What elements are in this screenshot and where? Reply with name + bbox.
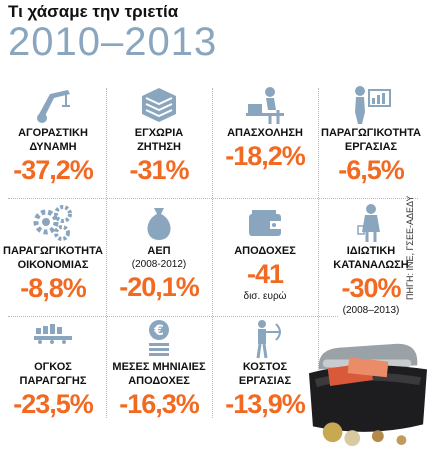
infographic-years: 2010–2013 bbox=[8, 20, 218, 64]
stat-labor-cost: ΚΟΣΤΟΣ ΕΡΓΑΣΙΑΣ -13,9% bbox=[212, 318, 318, 420]
infographic-title: Τι χάσαμε την τριετία bbox=[8, 2, 179, 21]
stat-value: -41 bbox=[246, 259, 284, 289]
stat-value: -6,5% bbox=[338, 155, 405, 185]
archer-icon bbox=[256, 320, 281, 359]
stat-gdp: ΑΕΠ (2008-2012) -20,1% bbox=[106, 202, 212, 303]
stat-note: (2008-2012) bbox=[131, 259, 187, 270]
worker-at-desk-icon bbox=[246, 87, 284, 124]
stat-value: -23,5% bbox=[13, 389, 94, 419]
presenter-chart-icon bbox=[355, 86, 391, 124]
purse-illustration bbox=[309, 343, 427, 447]
stat-note: (2008–2013) bbox=[342, 305, 400, 316]
greek-flag-cube-icon bbox=[142, 88, 176, 122]
svg-text:€: € bbox=[153, 323, 164, 339]
stat-unit: δισ. ευρώ bbox=[243, 291, 287, 302]
stat-label: ΖΗΤΗΣΗ bbox=[137, 141, 181, 153]
stat-label: ΜΕΣΕΣ ΜΗΝΙΑΙΕΣ bbox=[112, 361, 206, 373]
crane-icon bbox=[37, 90, 70, 123]
gears-icon bbox=[33, 205, 72, 241]
divider bbox=[8, 316, 338, 317]
stat-label: ΟΙΚΟΝΟΜΙΑΣ bbox=[17, 259, 89, 271]
stat-production-volume: ΟΓΚΟΣ ΠΑΡΑΓΩΓΗΣ -23,5% bbox=[0, 318, 106, 420]
divider bbox=[318, 88, 319, 418]
stat-employment: ΑΠΑΣΧΟΛΗΣΗ -18,2% bbox=[212, 84, 318, 172]
stat-domestic-demand: ΕΓΧΩΡΙΑ ΖΗΤΗΣΗ -31% bbox=[106, 84, 212, 186]
stat-private-consumption: ΙΔΙΩΤΙΚΗ ΚΑΤΑΝΑΛΩΣΗ -30% (2008–2013) bbox=[318, 202, 424, 317]
divider bbox=[8, 198, 418, 199]
stat-economy-productivity: ΠΑΡΑΓΩΓΙΚΟΤΗΤΑ ΟΙΚΟΝΟΜΙΑΣ -8,8% bbox=[0, 202, 106, 304]
stat-labor-productivity: ΠΑΡΑΓΩΓΙΚΟΤΗΤΑ ΕΡΓΑΣΙΑΣ -6,5% bbox=[318, 84, 424, 186]
stat-value: -31% bbox=[129, 155, 189, 185]
stat-earnings: ΑΠΟΔΟΧΕΣ -41 δισ. ευρώ bbox=[212, 202, 318, 303]
stat-label: ΕΡΓΑΣΙΑΣ bbox=[238, 375, 292, 387]
stat-label: ΠΑΡΑΓΩΓΙΚΟΤΗΤΑ bbox=[321, 127, 421, 139]
stat-label: ΟΓΚΟΣ bbox=[34, 361, 72, 373]
euro-coins-icon: € bbox=[149, 320, 169, 356]
stat-average-monthly-earnings: € ΜΕΣΕΣ ΜΗΝΙΑΙΕΣ ΑΠΟΔΟΧΕΣ -16,3% bbox=[106, 318, 212, 420]
stat-value: -30% bbox=[341, 273, 401, 303]
wallet-icon bbox=[249, 210, 281, 236]
stat-label: ΕΡΓΑΣΙΑΣ bbox=[344, 141, 398, 153]
stat-value: -18,2% bbox=[225, 141, 306, 171]
stat-label: ΠΑΡΑΓΩΓΗΣ bbox=[19, 375, 87, 387]
stat-purchasing-power: ΑΓΟΡΑΣΤΙΚΗ ΔΥΝΑΜΗ -37,2% bbox=[0, 84, 106, 186]
stat-value: -13,9% bbox=[225, 389, 306, 419]
divider bbox=[106, 88, 107, 418]
stat-label: ΑΠΟΔΟΧΕΣ bbox=[234, 245, 296, 257]
stat-value: -37,2% bbox=[13, 155, 94, 185]
stat-label: ΔΥΝΑΜΗ bbox=[29, 141, 77, 153]
stat-label: ΠΑΡΑΓΩΓΙΚΟΤΗΤΑ bbox=[3, 245, 103, 257]
stat-label: ΑΠΟΔΟΧΕΣ bbox=[128, 375, 190, 387]
shopper-icon bbox=[357, 204, 380, 242]
stat-label: ΚΑΤΑΝΑΛΩΣΗ bbox=[333, 259, 409, 271]
stat-label: ΙΔΙΩΤΙΚΗ bbox=[346, 245, 396, 257]
stat-label: ΑΠΑΣΧΟΛΗΣΗ bbox=[227, 127, 303, 139]
stat-value: -16,3% bbox=[119, 389, 200, 419]
source-note: ΠΗΓΗ: ΙΝΕ, ΓΣΕΕ-ΑΔΕΔΥ bbox=[405, 195, 415, 300]
money-bag-icon bbox=[147, 208, 171, 240]
stat-label: ΑΕΠ bbox=[147, 245, 171, 257]
stat-label: ΚΟΣΤΟΣ bbox=[242, 361, 288, 373]
stat-label: ΑΓΟΡΑΣΤΙΚΗ bbox=[18, 127, 88, 139]
stat-label: ΕΓΧΩΡΙΑ bbox=[134, 127, 184, 139]
conveyor-icon bbox=[34, 324, 72, 344]
stat-value: -8,8% bbox=[20, 273, 87, 303]
stat-value: -20,1% bbox=[119, 272, 200, 302]
divider bbox=[212, 88, 213, 418]
